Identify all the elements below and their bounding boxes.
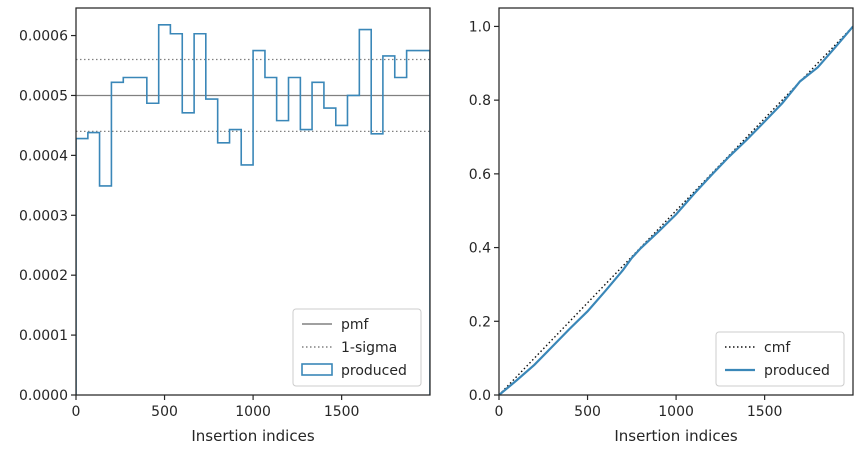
- y-tick-label: 0.6: [469, 167, 491, 183]
- right-x-ticks: 0 500 1000 1500: [495, 395, 783, 420]
- right-x-axis-label: Insertion indices: [614, 427, 737, 445]
- x-tick-label: 500: [574, 404, 601, 420]
- y-tick-label: 0.0005: [19, 88, 68, 104]
- legend-box: [292, 308, 422, 387]
- right-legend: cmf produced: [715, 331, 845, 387]
- legend-produced-label: produced: [764, 363, 830, 379]
- right-series-layer: [499, 25, 853, 395]
- legend-pmf-label: pmf: [341, 317, 370, 333]
- y-tick-label: 0.0001: [19, 328, 68, 344]
- y-tick-label: 1.0: [469, 19, 491, 35]
- left-series-layer: [76, 23, 430, 395]
- legend-cmf-label: cmf: [764, 340, 791, 356]
- y-tick-label: 0.0004: [19, 148, 68, 164]
- left-chart: 0 500 1000 1500 0.00000.00010.00020.00030.0…: [19, 7, 431, 445]
- left-y-ticks: 0.0000 0.0001 0.0002 0.0003 0.0004 0.0005 0.00…: [19, 29, 76, 404]
- legend-produced-swatch: [301, 363, 333, 376]
- cmf-series: [499, 25, 853, 395]
- y-tick-label: 0.0006: [19, 29, 68, 45]
- y-tick-label: 0.0000: [19, 388, 68, 404]
- x-tick-label: 1500: [747, 404, 783, 420]
- y-tick-label: 0.2: [469, 314, 491, 330]
- y-tick-label: 0.0: [469, 388, 491, 404]
- left-legend: pmf 1-sigma produced: [292, 308, 422, 387]
- x-tick-label: 0: [495, 404, 504, 420]
- left-x-ticks: 0 500 1000 1500: [72, 395, 360, 420]
- legend-produced-label: produced: [341, 363, 407, 379]
- right-axes-frame: [498, 7, 854, 396]
- produced-series: [499, 25, 853, 395]
- x-tick-label: 1000: [658, 404, 694, 420]
- left-axes-frame: [75, 7, 431, 396]
- x-tick-label: 1000: [235, 404, 271, 420]
- y-tick-label: 0.0003: [19, 208, 68, 224]
- legend-box: [715, 331, 845, 387]
- x-tick-label: 1500: [324, 404, 360, 420]
- left-x-axis-label: Insertion indices: [191, 427, 314, 445]
- right-chart: 0 500 1000 1500 0.0 0.2 0.4 0.6 0.8 1.0 Insertio…: [469, 7, 854, 445]
- right-y-ticks: 0.0 0.2 0.4 0.6 0.8 1.0: [469, 19, 499, 404]
- x-tick-label: 0: [72, 404, 81, 420]
- y-tick-label: 0.4: [469, 241, 491, 257]
- x-tick-label: 500: [151, 404, 178, 420]
- produced-series: [76, 23, 430, 395]
- legend-1-sigma-label: 1-sigma: [341, 340, 397, 356]
- y-tick-label: 0.0002: [19, 268, 68, 284]
- y-tick-label: 0.8: [469, 93, 491, 109]
